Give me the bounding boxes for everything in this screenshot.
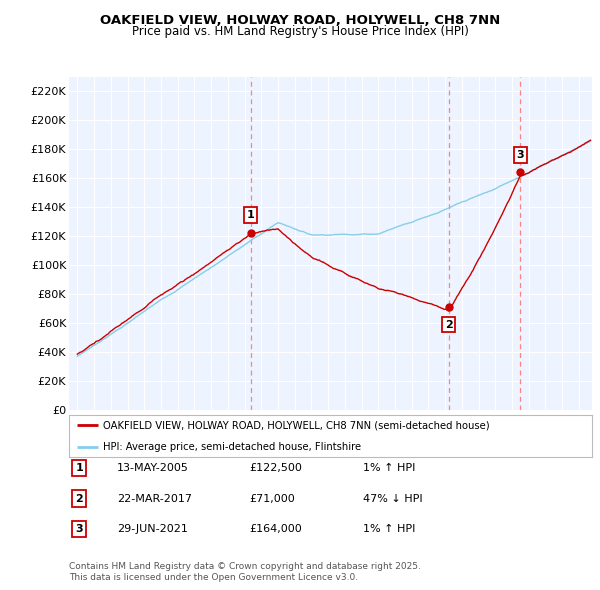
Text: Contains HM Land Registry data © Crown copyright and database right 2025.
This d: Contains HM Land Registry data © Crown c…	[69, 562, 421, 582]
Text: £71,000: £71,000	[249, 494, 295, 503]
Text: OAKFIELD VIEW, HOLWAY ROAD, HOLYWELL, CH8 7NN: OAKFIELD VIEW, HOLWAY ROAD, HOLYWELL, CH…	[100, 14, 500, 27]
Text: Price paid vs. HM Land Registry's House Price Index (HPI): Price paid vs. HM Land Registry's House …	[131, 25, 469, 38]
Text: 1: 1	[247, 210, 254, 220]
Text: 2: 2	[445, 320, 452, 330]
Text: OAKFIELD VIEW, HOLWAY ROAD, HOLYWELL, CH8 7NN (semi-detached house): OAKFIELD VIEW, HOLWAY ROAD, HOLYWELL, CH…	[103, 421, 490, 430]
Text: 1: 1	[76, 463, 83, 473]
Text: 3: 3	[517, 150, 524, 160]
Text: £164,000: £164,000	[249, 525, 302, 534]
Text: 2: 2	[76, 494, 83, 503]
Text: £122,500: £122,500	[249, 463, 302, 473]
Text: 22-MAR-2017: 22-MAR-2017	[117, 494, 192, 503]
Text: 3: 3	[76, 525, 83, 534]
Text: 29-JUN-2021: 29-JUN-2021	[117, 525, 188, 534]
Text: 1% ↑ HPI: 1% ↑ HPI	[363, 463, 415, 473]
Text: 47% ↓ HPI: 47% ↓ HPI	[363, 494, 422, 503]
Text: HPI: Average price, semi-detached house, Flintshire: HPI: Average price, semi-detached house,…	[103, 442, 361, 451]
Text: 13-MAY-2005: 13-MAY-2005	[117, 463, 189, 473]
Text: 1% ↑ HPI: 1% ↑ HPI	[363, 525, 415, 534]
